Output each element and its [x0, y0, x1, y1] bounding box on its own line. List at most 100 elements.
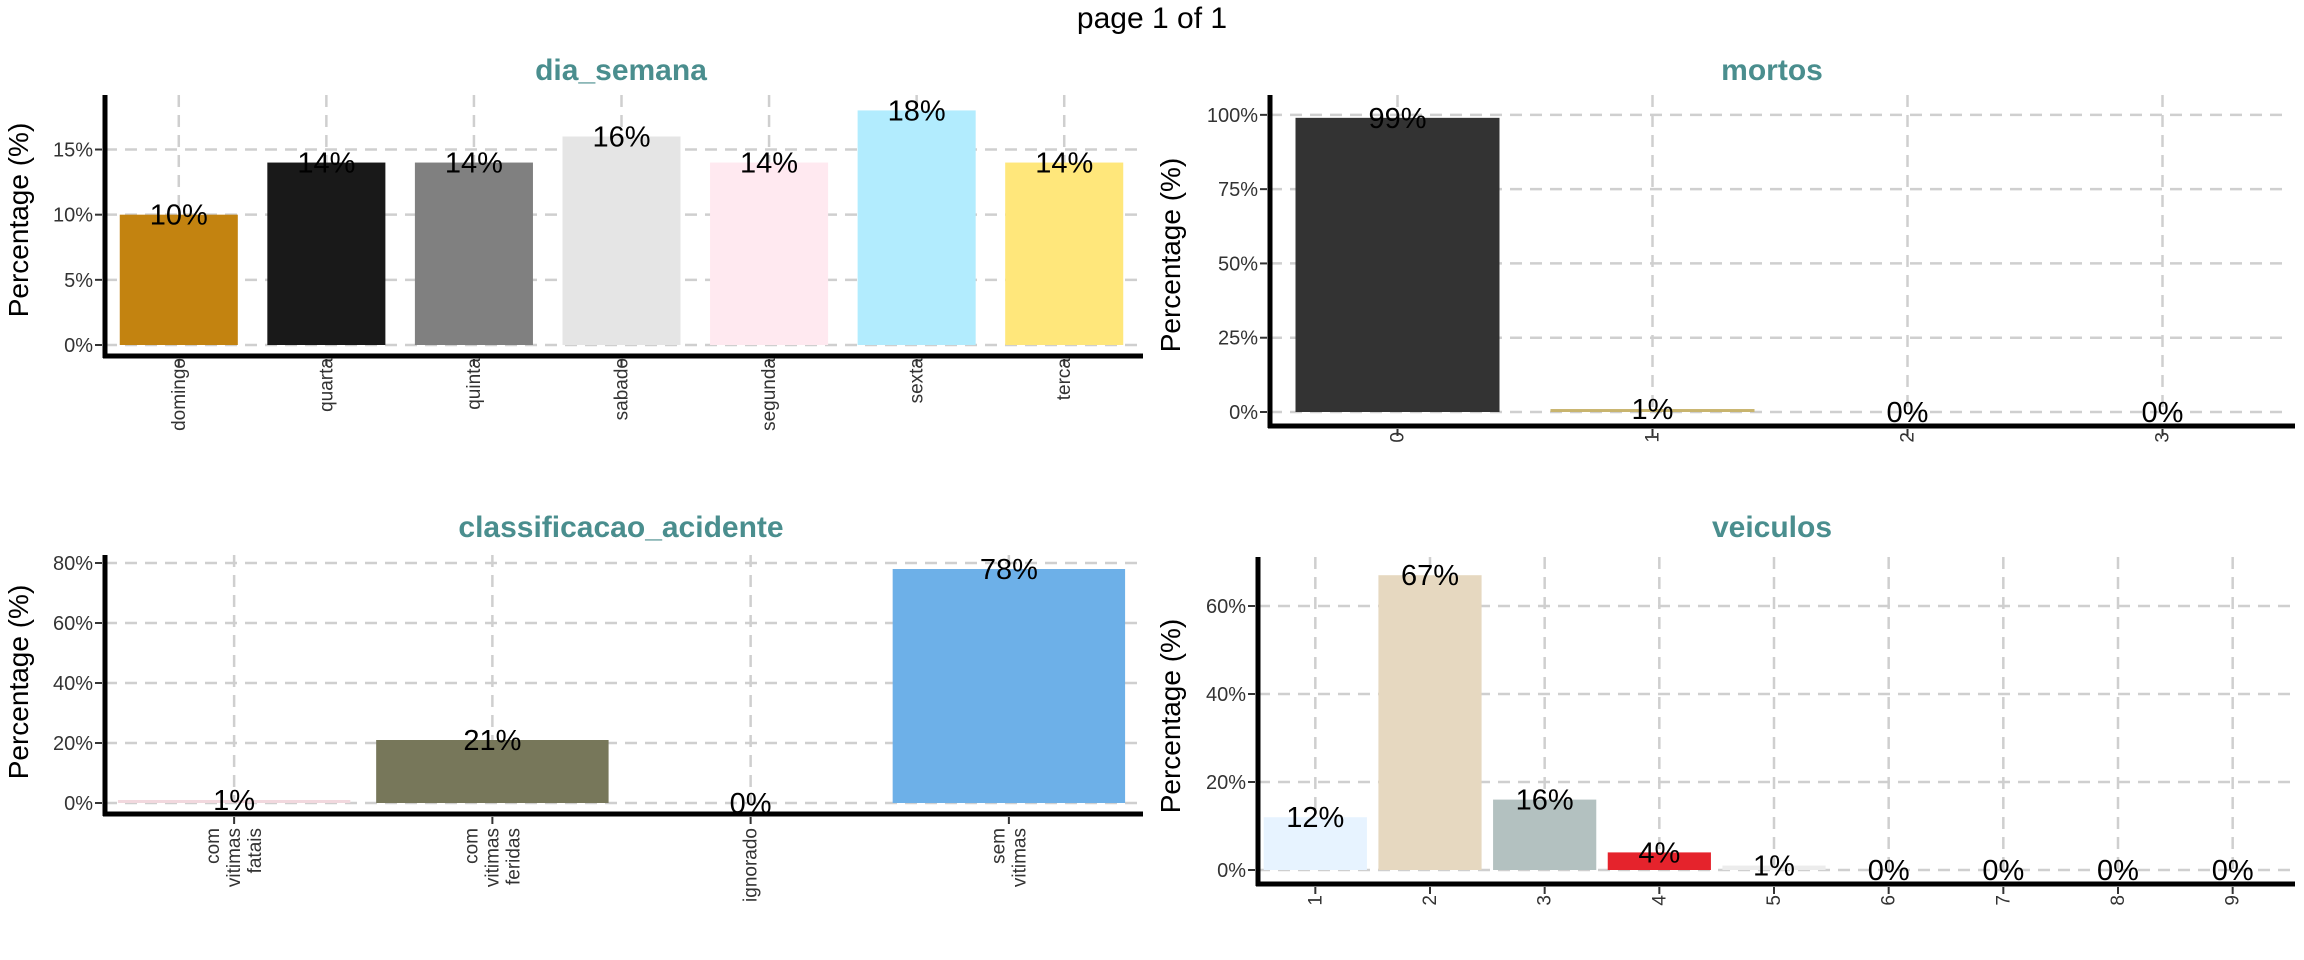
- bar-4: [892, 569, 1126, 803]
- x-tick-label: 6: [1879, 895, 1900, 906]
- y-tick-label: 15%: [53, 140, 93, 162]
- bar-2: [1550, 409, 1755, 412]
- svg-text:7: 7: [1993, 895, 2014, 906]
- chart-title: mortos: [1721, 54, 1823, 87]
- data-label: 14%: [1035, 148, 1093, 180]
- y-tick-label: 40%: [1206, 684, 1246, 706]
- svg-text:quinta: quinta: [464, 358, 485, 410]
- y-tick-label: 60%: [1206, 596, 1246, 618]
- chart-dia-semana: dia_semana Percentage (%) 0% 5% 10% 15% 10% 14%…: [3, 54, 1143, 431]
- svg-text:sem: sem: [988, 828, 1009, 864]
- y-axis-label: Percentage (%): [1155, 158, 1186, 353]
- x-tick-label: 2: [1420, 895, 1441, 906]
- svg-text:1: 1: [1305, 895, 1326, 906]
- data-label: 99%: [1368, 103, 1426, 135]
- page-indicator: page 1 of 1: [1076, 2, 1228, 35]
- bar-5: [710, 162, 829, 345]
- x-tick-label: 9: [2223, 895, 2244, 906]
- x-tick-label: 3: [1535, 895, 1556, 906]
- svg-text:domingo: domingo: [169, 358, 190, 431]
- data-label: 21%: [463, 725, 521, 757]
- x-tick-label: segunda: [759, 358, 780, 431]
- x-tick-label: 3: [2153, 432, 2174, 443]
- x-tick-label: com vitimas fatais: [203, 828, 266, 887]
- y-tick-label: 75%: [1218, 179, 1258, 201]
- y-axis-label: Percentage (%): [3, 123, 34, 318]
- y-axis-label: Percentage (%): [3, 585, 34, 780]
- bar-2: [1378, 575, 1482, 870]
- y-tick-label: 40%: [53, 673, 93, 695]
- bar-4: [1607, 852, 1711, 870]
- x-tick-label: quarta: [316, 358, 337, 412]
- chart-mortos: mortos Percentage (%) 0% 25% 50% 75% 100% 99% 1%…: [1155, 54, 2295, 443]
- y-tick-label: 20%: [1206, 772, 1246, 794]
- chart-classificacao-acidente: classificacao_acidente Percentage (%) 0% 20…: [3, 511, 1143, 902]
- data-label: 78%: [980, 554, 1038, 586]
- bar-1: [1263, 817, 1367, 870]
- y-tick-label: 20%: [53, 733, 93, 755]
- svg-text:terca: terca: [1054, 358, 1075, 401]
- x-tick-label: terca: [1054, 358, 1075, 401]
- data-label: 14%: [740, 148, 798, 180]
- bar-2: [267, 162, 386, 345]
- bar-1: [1295, 117, 1500, 412]
- y-tick-label: 25%: [1218, 328, 1258, 350]
- svg-text:3: 3: [2153, 432, 2174, 443]
- svg-text:com: com: [461, 828, 482, 864]
- svg-text:8: 8: [2108, 895, 2129, 906]
- svg-text:vitimas: vitimas: [1009, 828, 1030, 887]
- data-label: 16%: [1516, 785, 1574, 817]
- y-tick-label: 100%: [1207, 105, 1258, 127]
- x-tick-label: sem vitimas: [988, 828, 1030, 887]
- data-label: 1%: [1753, 851, 1795, 883]
- svg-text:fatais: fatais: [245, 828, 266, 873]
- svg-text:ignorado: ignorado: [741, 828, 762, 902]
- svg-text:sexta: sexta: [907, 358, 928, 404]
- y-axis-label: Percentage (%): [1155, 619, 1186, 814]
- x-tick-label: com vitimas feridas: [461, 828, 524, 887]
- svg-text:1: 1: [1643, 432, 1664, 443]
- chart-veiculos: veiculos Percentage (%) 0% 20% 40% 60% 12% 67% 1…: [1155, 511, 2295, 906]
- svg-text:0: 0: [1388, 432, 1409, 443]
- svg-text:9: 9: [2223, 895, 2244, 906]
- y-tick-label: 10%: [53, 205, 93, 227]
- svg-text:quarta: quarta: [316, 358, 337, 412]
- x-tick-label: 5: [1764, 895, 1785, 906]
- data-label: 18%: [888, 95, 946, 127]
- y-tick-label: 50%: [1218, 253, 1258, 275]
- chart-title: dia_semana: [535, 54, 707, 87]
- bar-1: [119, 214, 238, 345]
- data-label: 4%: [1638, 837, 1680, 869]
- data-label: 10%: [150, 200, 208, 232]
- svg-text:2: 2: [1420, 895, 1441, 906]
- x-tick-label: 0: [1388, 432, 1409, 443]
- data-label: 67%: [1401, 560, 1459, 592]
- bar-5: [1722, 865, 1826, 870]
- data-label: 12%: [1286, 802, 1344, 834]
- x-tick-label: 1: [1305, 895, 1326, 906]
- svg-text:vitimas: vitimas: [224, 828, 245, 887]
- x-tick-label: sexta: [907, 358, 928, 404]
- data-label: 16%: [592, 121, 650, 153]
- chart-title: classificacao_acidente: [458, 511, 783, 544]
- svg-text:feridas: feridas: [503, 828, 524, 885]
- y-tick-label: 5%: [64, 270, 93, 292]
- data-label: 14%: [445, 148, 503, 180]
- x-tick-label: domingo: [169, 358, 190, 431]
- svg-text:segunda: segunda: [759, 358, 780, 431]
- y-tick-label: 0%: [64, 335, 93, 357]
- bar-1: [117, 800, 351, 803]
- x-tick-label: quinta: [464, 358, 485, 410]
- svg-text:2: 2: [1898, 432, 1919, 443]
- x-tick-label: 7: [1993, 895, 2014, 906]
- x-tick-label: 1: [1643, 432, 1664, 443]
- bar-6: [857, 110, 976, 345]
- svg-text:sabado: sabado: [612, 358, 633, 420]
- y-tick-label: 0%: [1217, 860, 1246, 882]
- x-tick-label: 2: [1898, 432, 1919, 443]
- x-tick-label: ignorado: [741, 828, 762, 902]
- bar-2: [376, 740, 609, 803]
- bar-7: [1005, 162, 1124, 345]
- svg-text:6: 6: [1879, 895, 1900, 906]
